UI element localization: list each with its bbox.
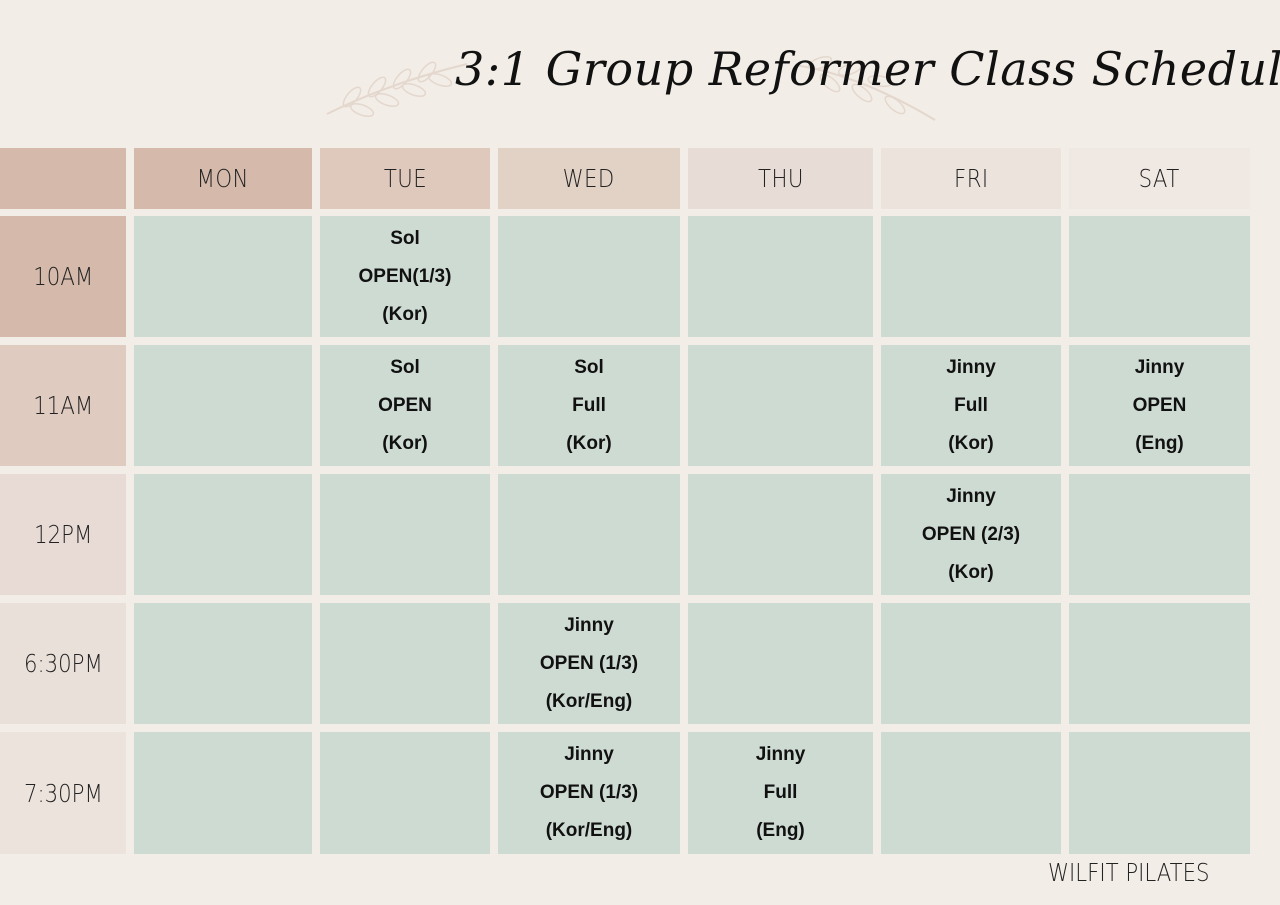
day-header: THU [688, 148, 873, 209]
language: (Kor) [948, 432, 994, 454]
time-cell: 7:30PM [0, 732, 126, 854]
empty-slot [1069, 216, 1250, 337]
availability-status: OPEN (1/3) [539, 652, 639, 674]
empty-slot [320, 474, 490, 595]
page-title: 3:1 Group Reformer Class Schedule [455, 42, 1280, 96]
empty-slot [498, 474, 680, 595]
class-slot: Sol Full (Kor) [498, 345, 680, 466]
instructor-name: Jinny [564, 744, 614, 765]
empty-slot [1069, 732, 1250, 854]
availability-status: OPEN [378, 394, 432, 416]
empty-slot [688, 603, 873, 724]
class-slot: Jinny OPEN (2/3) (Kor) [881, 474, 1061, 595]
day-label: THU [757, 164, 804, 193]
day-header: FRI [881, 148, 1061, 209]
language: (Kor) [566, 432, 612, 454]
availability-status: OPEN (2/3) [921, 523, 1021, 545]
day-label: SAT [1138, 164, 1181, 193]
leaf-branch-icon [326, 61, 468, 117]
time-cell: 10AM [0, 216, 126, 337]
leaf-branch-icon [794, 56, 936, 121]
time-label: 11AM [33, 391, 93, 420]
day-label: MON [196, 164, 250, 193]
empty-slot [1069, 603, 1250, 724]
header-corner [0, 148, 126, 209]
class-slot: Jinny OPEN (1/3) (Kor/Eng) [498, 732, 680, 854]
empty-slot [134, 474, 312, 595]
language: (Eng) [1135, 432, 1184, 454]
empty-slot [688, 345, 873, 466]
class-slot: Sol OPEN (Kor) [320, 345, 490, 466]
day-label: FRI [953, 164, 989, 193]
empty-slot [688, 474, 873, 595]
time-label: 10AM [33, 262, 93, 291]
empty-slot [320, 603, 490, 724]
language: (Kor) [382, 303, 428, 325]
availability-status: Full [954, 394, 988, 416]
empty-slot [881, 216, 1061, 337]
availability-status: OPEN (1/3) [539, 782, 639, 803]
class-slot: Jinny OPEN (1/3) (Kor/Eng) [498, 603, 680, 724]
time-label: 6:30PM [23, 649, 103, 678]
class-slot: Jinny Full (Eng) [688, 732, 873, 854]
time-label: 7:30PM [23, 778, 103, 808]
empty-slot [881, 732, 1061, 854]
empty-slot [134, 345, 312, 466]
instructor-name: Sol [390, 227, 420, 249]
day-header: SAT [1069, 148, 1250, 209]
empty-slot [134, 216, 312, 337]
instructor-name: Jinny [946, 356, 996, 378]
instructor-name: Jinny [1134, 356, 1185, 378]
instructor-name: Sol [574, 356, 604, 378]
day-header: WED [498, 148, 680, 209]
studio-name: WILFIT PILATES [1048, 858, 1210, 887]
empty-slot [498, 216, 680, 337]
empty-slot [1069, 474, 1250, 595]
time-cell: 12PM [0, 474, 126, 595]
instructor-name: Jinny [564, 614, 614, 636]
language: (Kor/Eng) [545, 820, 633, 841]
day-label: WED [562, 164, 616, 193]
availability-status: OPEN [1132, 394, 1187, 416]
language: (Kor) [948, 561, 994, 583]
availability-status: Full [763, 782, 798, 803]
availability-status: Full [572, 394, 606, 416]
empty-slot [134, 732, 312, 854]
time-cell: 6:30PM [0, 603, 126, 724]
day-label: TUE [383, 164, 427, 193]
empty-slot [134, 603, 312, 724]
empty-slot [881, 603, 1061, 724]
class-slot: Jinny Full (Kor) [881, 345, 1061, 466]
day-header: MON [134, 148, 312, 209]
class-slot: Sol OPEN(1/3) (Kor) [320, 216, 490, 337]
instructor-name: Jinny [946, 485, 996, 507]
class-slot: Jinny OPEN (Eng) [1069, 345, 1250, 466]
language: (Kor) [382, 432, 428, 454]
instructor-name: Sol [390, 356, 420, 378]
empty-slot [320, 732, 490, 854]
language: (Kor/Eng) [545, 690, 633, 712]
empty-slot [688, 216, 873, 337]
time-label: 12PM [33, 520, 93, 549]
availability-status: OPEN(1/3) [358, 265, 452, 287]
day-header: TUE [320, 148, 490, 209]
instructor-name: Jinny [755, 744, 806, 765]
time-cell: 11AM [0, 345, 126, 466]
language: (Eng) [756, 820, 805, 841]
